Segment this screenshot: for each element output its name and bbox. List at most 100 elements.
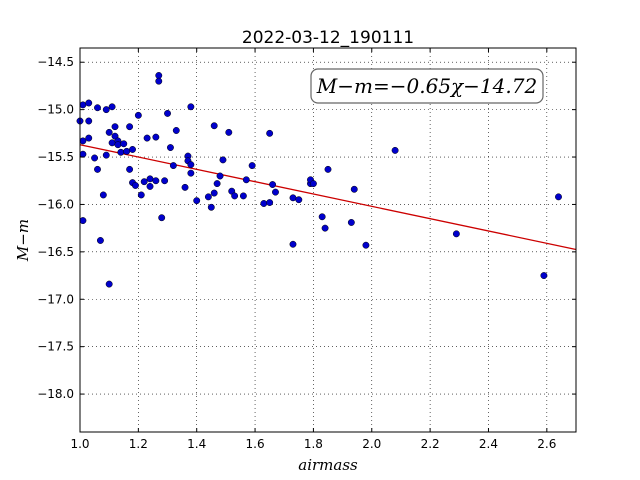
fit-line-group bbox=[79, 144, 577, 251]
data-point bbox=[210, 189, 218, 197]
data-point bbox=[102, 151, 110, 159]
data-point bbox=[155, 77, 163, 85]
data-point bbox=[172, 127, 180, 134]
data-point bbox=[85, 134, 93, 142]
x-ticks: 1.0 1.2 1.4 1.6 1.8 2.0 2.2 2.4 2.6 bbox=[70, 48, 556, 451]
data-point bbox=[452, 230, 460, 238]
data-point bbox=[85, 99, 93, 107]
data-point bbox=[79, 217, 87, 225]
data-point bbox=[146, 175, 154, 183]
data-point bbox=[166, 144, 174, 152]
data-point bbox=[239, 192, 247, 200]
grid-lines bbox=[79, 48, 576, 432]
data-point bbox=[295, 196, 303, 204]
data-point bbox=[94, 104, 101, 112]
data-point bbox=[114, 141, 122, 149]
data-point bbox=[318, 213, 326, 221]
data-point bbox=[94, 165, 101, 173]
x-tick-label: 1.0 bbox=[70, 437, 89, 451]
data-point bbox=[187, 103, 195, 111]
data-point bbox=[134, 111, 142, 119]
data-point bbox=[248, 162, 256, 170]
data-point bbox=[309, 180, 317, 188]
data-point bbox=[289, 194, 297, 202]
data-point bbox=[120, 140, 128, 148]
data-point bbox=[79, 150, 87, 158]
data-point bbox=[91, 154, 99, 162]
y-tick-label: −16.0 bbox=[37, 197, 74, 211]
data-point bbox=[187, 169, 195, 177]
x-axis-label: airmass bbox=[298, 456, 358, 474]
data-point bbox=[79, 101, 87, 109]
data-point bbox=[219, 156, 227, 164]
data-point bbox=[126, 165, 134, 173]
data-point bbox=[137, 191, 145, 199]
data-points bbox=[76, 72, 562, 288]
y-tick-label: −15.0 bbox=[37, 103, 74, 117]
data-point bbox=[105, 280, 113, 288]
data-point bbox=[96, 237, 104, 244]
x-tick-label: 2.4 bbox=[479, 437, 498, 451]
data-point bbox=[204, 193, 212, 201]
data-point bbox=[108, 103, 116, 111]
data-point bbox=[146, 182, 154, 190]
data-point bbox=[126, 123, 134, 131]
data-point bbox=[152, 177, 160, 185]
data-point bbox=[347, 219, 355, 226]
y-tick-label: −14.5 bbox=[37, 55, 74, 69]
data-point bbox=[324, 165, 332, 173]
data-point bbox=[85, 117, 93, 125]
x-tick-label: 2.6 bbox=[537, 437, 556, 451]
data-point bbox=[555, 193, 562, 201]
data-point bbox=[269, 181, 277, 188]
y-axis-label: M−m bbox=[14, 219, 32, 262]
data-point bbox=[187, 161, 195, 169]
data-point bbox=[289, 240, 297, 248]
data-point bbox=[210, 122, 218, 130]
data-point bbox=[242, 176, 250, 184]
y-tick-label: −15.5 bbox=[37, 150, 74, 164]
data-point bbox=[129, 146, 136, 153]
x-tick-label: 1.8 bbox=[304, 437, 323, 451]
data-point bbox=[123, 147, 131, 155]
data-point bbox=[266, 129, 274, 137]
x-tick-label: 1.2 bbox=[129, 437, 148, 451]
fit-equation-box: M−m=−0.65χ−14.72 bbox=[310, 68, 544, 104]
data-point bbox=[193, 197, 201, 205]
x-tick-label: 2.0 bbox=[362, 437, 381, 451]
data-point bbox=[391, 146, 399, 154]
y-tick-label: −18.0 bbox=[37, 387, 74, 401]
data-point bbox=[102, 106, 110, 114]
plot-frame bbox=[79, 47, 577, 433]
data-point bbox=[260, 200, 268, 207]
data-point bbox=[108, 139, 116, 147]
fit-equation: M−m=−0.65χ−14.72 bbox=[316, 74, 537, 98]
data-point bbox=[143, 134, 151, 142]
data-point bbox=[350, 185, 358, 193]
x-tick-label: 2.2 bbox=[421, 437, 440, 451]
data-point bbox=[272, 188, 279, 196]
data-point bbox=[140, 178, 148, 186]
data-point bbox=[131, 182, 139, 189]
data-point bbox=[158, 214, 166, 222]
data-point bbox=[152, 133, 160, 141]
y-ticks: −14.5 −15.0 −15.5 −16.0 −16.5 −17.0 −17.5 −18.0 bbox=[37, 55, 576, 401]
y-tick-label: −17.0 bbox=[37, 292, 74, 306]
data-point bbox=[161, 177, 169, 185]
x-tick-label: 1.4 bbox=[187, 437, 206, 451]
data-point bbox=[207, 203, 215, 211]
data-point bbox=[117, 148, 125, 156]
data-point bbox=[216, 172, 224, 180]
data-point bbox=[540, 272, 548, 280]
data-point bbox=[225, 128, 233, 136]
y-tick-label: −17.5 bbox=[37, 340, 74, 354]
data-point bbox=[105, 128, 113, 136]
y-tick-label: −16.5 bbox=[37, 245, 74, 259]
data-point bbox=[362, 241, 370, 249]
chart-title: 2022-03-12_190111 bbox=[242, 28, 414, 48]
data-point bbox=[111, 123, 119, 131]
data-point bbox=[213, 180, 221, 188]
data-point bbox=[231, 192, 239, 200]
data-point bbox=[99, 191, 107, 199]
